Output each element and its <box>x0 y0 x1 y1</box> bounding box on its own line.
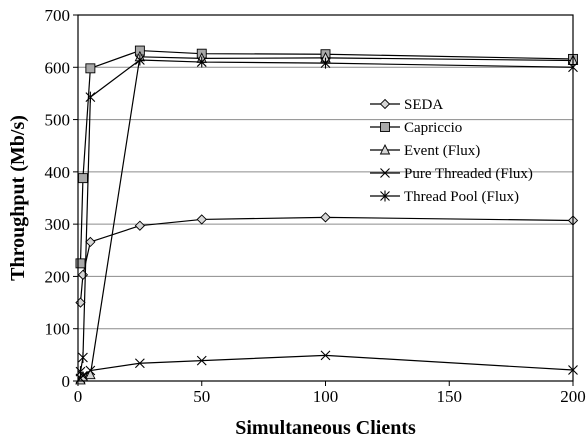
data-point <box>77 173 88 184</box>
data-point <box>196 214 207 225</box>
legend-entry: Event (Flux) <box>370 143 480 159</box>
legend-label: Capriccio <box>404 120 462 136</box>
legend-entry: SEDA <box>370 97 443 113</box>
legend-marker <box>380 168 390 178</box>
legend-marker <box>379 98 391 110</box>
y-tick-label: 0 <box>62 372 71 391</box>
legend-entry: Pure Threaded (Flux) <box>370 166 533 182</box>
legend-marker <box>380 122 390 132</box>
series-lines <box>75 45 579 385</box>
legend-entry: Capriccio <box>370 120 462 136</box>
y-tick-label: 600 <box>45 58 71 77</box>
data-point <box>196 56 207 68</box>
data-point <box>320 57 331 69</box>
y-tick-label: 700 <box>45 6 71 25</box>
y-tick-label: 300 <box>45 215 71 234</box>
legend: SEDA Capriccio Event (Flux) Pure Threaded (… <box>370 97 533 205</box>
x-tick-label: 50 <box>193 387 210 406</box>
data-point <box>320 212 331 223</box>
legend-entry: Thread Pool (Flux) <box>370 189 519 205</box>
y-tick-label: 200 <box>45 267 71 286</box>
x-tick-label: 100 <box>313 387 339 406</box>
series-thread-pool-flux <box>75 54 578 378</box>
y-tick-label: 500 <box>45 111 71 130</box>
data-point <box>134 54 145 66</box>
y-axis-title: Throughput (Mb/s) <box>7 115 29 281</box>
data-point <box>85 368 96 380</box>
data-point <box>196 355 207 366</box>
series-line <box>80 354 574 379</box>
x-tick-label: 150 <box>437 387 463 406</box>
legend-label: Event (Flux) <box>404 143 480 159</box>
legend-marker <box>380 190 390 202</box>
y-tick-label: 400 <box>45 163 71 182</box>
x-tick-label: 0 <box>74 387 83 406</box>
data-point <box>134 220 146 231</box>
y-tick-label: 100 <box>45 320 71 339</box>
legend-label: Thread Pool (Flux) <box>404 189 519 205</box>
data-point <box>77 269 89 280</box>
legend-label: SEDA <box>404 97 443 113</box>
data-point <box>320 350 331 361</box>
series-pure-threaded-flux <box>75 350 578 384</box>
data-point <box>85 365 96 376</box>
legend-label: Pure Threaded (Flux) <box>404 166 533 182</box>
axis-ticks: 0 100 200 300 400 500 600 700 0 50 100 150 200 <box>45 6 586 406</box>
series-line <box>79 216 574 303</box>
data-point <box>85 63 96 74</box>
data-point <box>75 258 86 269</box>
series-line <box>79 49 574 264</box>
series-capriccio <box>75 45 578 269</box>
data-point <box>75 366 86 378</box>
x-tick-label: 200 <box>560 387 586 406</box>
series-seda <box>75 212 579 308</box>
data-point <box>134 358 145 369</box>
legend-marker <box>379 143 391 155</box>
data-point <box>75 297 86 308</box>
data-point <box>78 351 88 363</box>
data-point <box>85 91 96 103</box>
x-axis-title: Simultaneous Clients <box>235 417 416 439</box>
data-point <box>85 236 96 248</box>
